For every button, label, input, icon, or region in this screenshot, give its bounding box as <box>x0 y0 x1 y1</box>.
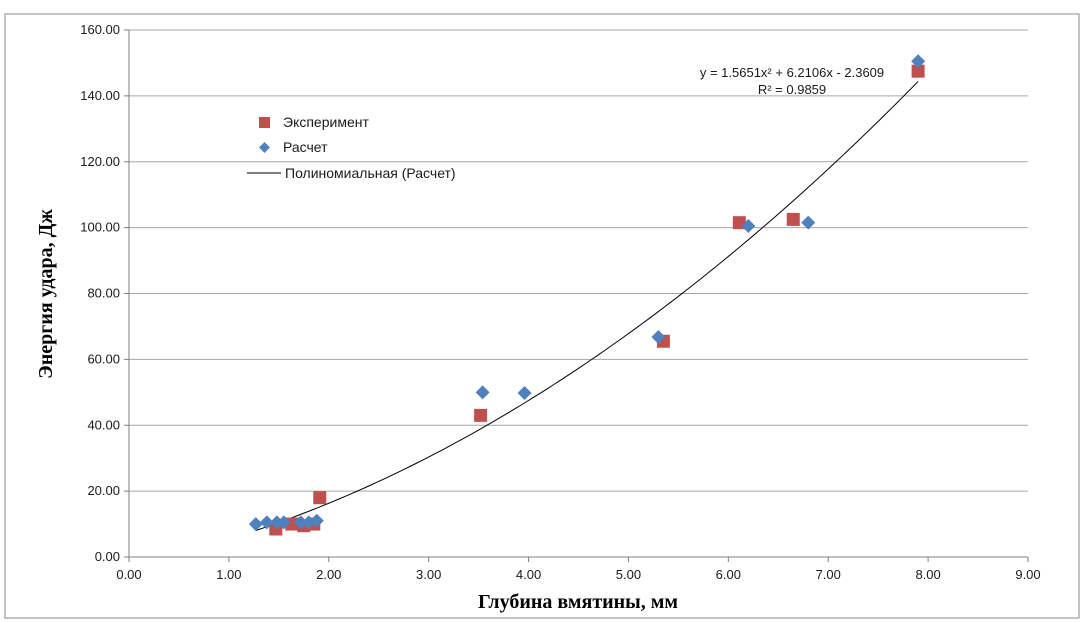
y-tick-label: 100.00 <box>80 220 120 235</box>
gridlines <box>129 29 1028 492</box>
y-tick-label: 160.00 <box>80 22 120 37</box>
trendline-curve <box>255 81 919 531</box>
data-points <box>248 54 926 536</box>
x-tick-label: 5.00 <box>616 567 641 582</box>
x-tick-label: 4.00 <box>516 567 541 582</box>
x-tick-label: 1.00 <box>216 567 241 582</box>
x-tick-label: 9.00 <box>1015 567 1040 582</box>
data-point-experiment <box>911 64 925 78</box>
chart-border <box>4 13 1080 619</box>
data-point-calculation <box>741 218 756 233</box>
legend-label-calculation: Расчет <box>283 139 328 155</box>
data-point-calculation <box>293 515 308 530</box>
data-point-calculation <box>276 515 291 530</box>
legend: Эксперимент Расчет Полиномиальная (Расче… <box>247 114 456 181</box>
y-tick-label: 60.00 <box>87 351 120 366</box>
trendline-r2: R² = 0.9859 <box>758 82 826 97</box>
data-point-calculation <box>248 517 263 532</box>
trendline-equation: y = 1.5651x² + 6.2106x - 2.3609 <box>700 65 884 80</box>
y-tick-label: 120.00 <box>80 154 120 169</box>
data-point-experiment <box>474 408 488 422</box>
x-tick-label: 7.00 <box>816 567 841 582</box>
legend-marker-calculation <box>259 142 270 153</box>
axes <box>124 29 1029 562</box>
data-point-calculation <box>259 515 274 530</box>
data-point-calculation <box>309 513 324 528</box>
y-tick-label: 20.00 <box>87 483 120 498</box>
legend-label-experiment: Эксперимент <box>283 114 369 130</box>
x-tick-label: 2.00 <box>316 567 341 582</box>
x-tick-label: 3.00 <box>416 567 441 582</box>
trendline <box>255 81 919 531</box>
y-tick-label: 0.00 <box>95 549 120 564</box>
y-tick-label: 40.00 <box>87 417 120 432</box>
x-tick-label: 0.00 <box>116 567 141 582</box>
y-tick-label: 80.00 <box>87 286 120 301</box>
legend-label-trendline: Полиномиальная (Расчет) <box>285 165 456 181</box>
data-point-experiment <box>313 491 327 505</box>
data-point-experiment <box>786 212 800 226</box>
data-point-calculation <box>911 54 926 69</box>
tick-labels: 0.00 20.00 40.00 60.00 80.00 100.00 120.00 140.… <box>80 22 1040 582</box>
x-axis-title: Глубина вмятины, мм <box>478 591 678 613</box>
y-axis-title: Энергия удара, Дж <box>35 209 57 379</box>
data-point-calculation <box>517 385 532 400</box>
y-tick-label: 140.00 <box>80 88 120 103</box>
data-point-calculation <box>475 385 490 400</box>
x-tick-label: 8.00 <box>915 567 940 582</box>
x-tick-label: 6.00 <box>716 567 741 582</box>
data-point-calculation <box>801 215 816 230</box>
legend-marker-experiment <box>259 117 270 128</box>
data-point-calculation <box>651 329 666 344</box>
